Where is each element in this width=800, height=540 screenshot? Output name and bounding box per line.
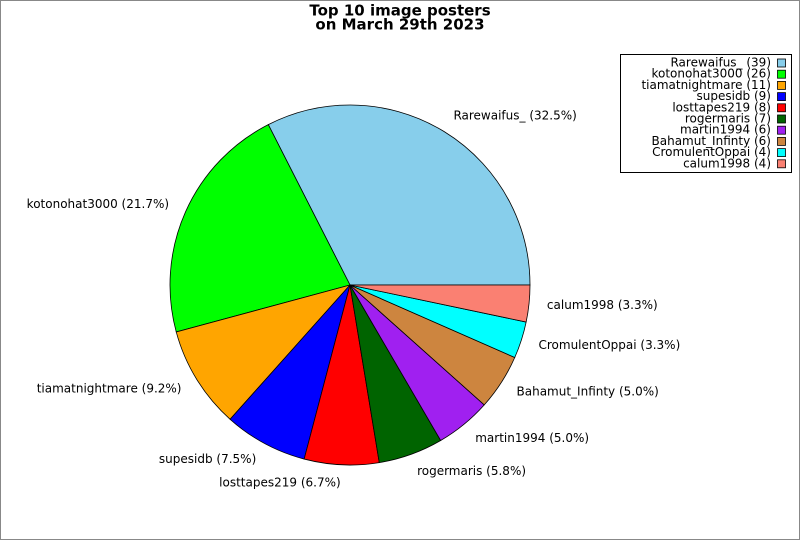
legend-swatch <box>777 69 786 79</box>
legend-swatch <box>777 92 786 101</box>
legend-label: losttapes219 (8) <box>672 100 771 114</box>
legend-label: kotonohat3000 (26) <box>651 67 771 81</box>
legend-label: rogermaris (7) <box>685 112 771 126</box>
slice-label: martin1994 (5.0%) <box>475 431 589 445</box>
legend-label: tiamatnightmare (11) <box>641 78 771 92</box>
slice-label: tiamatnightmare (9.2%) <box>37 381 182 395</box>
slice-label: supesidb (7.5%) <box>159 452 256 466</box>
legend-box <box>620 54 792 173</box>
slice-label: losttapes219 (6.7%) <box>219 475 341 489</box>
legend-swatch <box>777 136 786 146</box>
chart-title: Top 10 image posters <box>309 2 490 20</box>
legend-label: martin1994 (6) <box>680 123 771 137</box>
pie-slice <box>175 284 352 420</box>
legend-swatch <box>777 58 786 68</box>
pie-slice <box>267 104 531 286</box>
legend-label: Bahamut_Infinty (6) <box>652 134 771 148</box>
legend-swatch <box>777 125 786 135</box>
legend-label: supesidb (9) <box>697 89 772 103</box>
slice-label: kotonohat3000 (21.7%) <box>27 197 169 211</box>
pie-slice <box>349 284 531 323</box>
slice-label: Rarewaifus_ (32.5%) <box>453 109 576 123</box>
legend-swatch <box>777 103 786 113</box>
legend-label: calum1998 (4) <box>683 156 771 170</box>
chart-title: on March 29th 2023 <box>315 16 484 34</box>
legend-swatch <box>777 148 786 158</box>
slice-label: rogermaris (5.8%) <box>417 464 526 478</box>
legend-swatch <box>777 159 786 169</box>
slice-label: CromulentOppai (3.3%) <box>539 338 681 352</box>
slice-label: Bahamut_Infinty (5.0%) <box>517 385 659 399</box>
legend-label: Rarewaifus_ (39) <box>670 56 771 70</box>
slice-label: calum1998 (3.3%) <box>547 298 658 312</box>
pie-slice <box>169 124 351 333</box>
legend-swatch <box>777 114 786 124</box>
legend-label: CromulentOppai (4) <box>652 145 771 159</box>
legend-swatch <box>777 81 786 90</box>
